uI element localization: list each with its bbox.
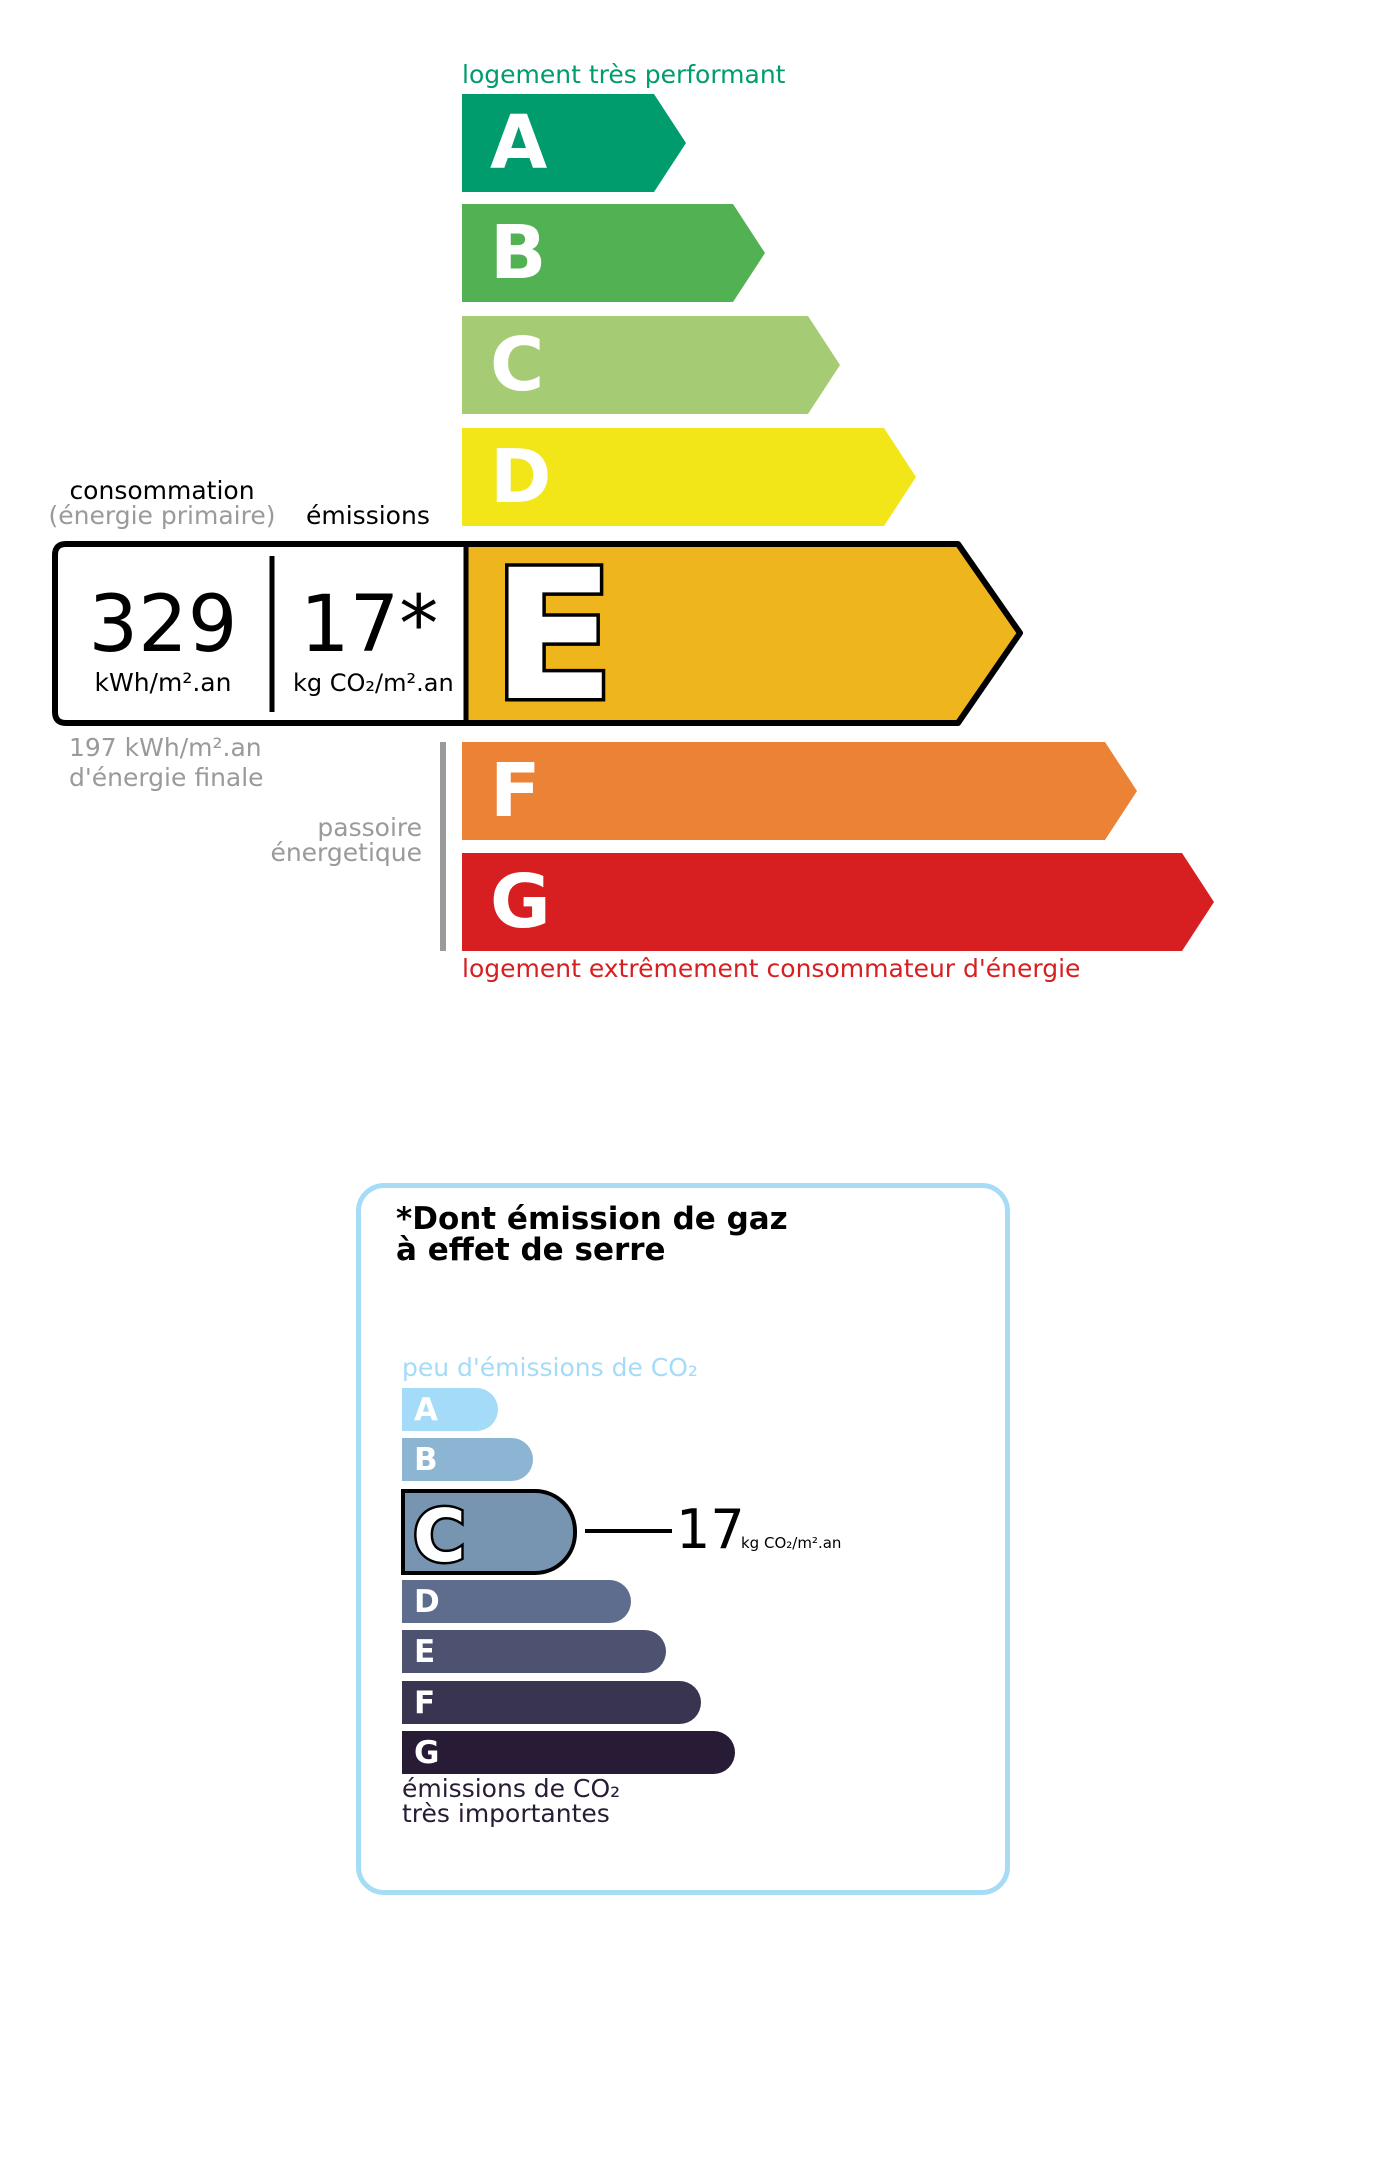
consumption-sublabel: (énergie primaire) (48, 501, 276, 530)
emissions-unit: kg CO₂/m².an (293, 669, 454, 697)
consumption-label: consommation (69, 476, 255, 505)
ges-title-line-1: *Dont émission de gaz (396, 1201, 788, 1237)
ges-low-label: peu d'émissions de CO₂ (402, 1353, 698, 1382)
ges-title-line-2: à effet de serre (396, 1232, 666, 1268)
final-energy-value: 197 kWh/m².an (69, 733, 262, 762)
final-energy-label: d'énergie finale (69, 763, 264, 792)
ges-class-d-bar: D (402, 1580, 631, 1623)
ges-class-letter: E (414, 1634, 436, 1670)
ges-class-letter: F (414, 1685, 436, 1721)
dpe-class-d-bar: D (462, 428, 916, 526)
consumption-unit: kWh/m².an (94, 668, 232, 697)
consumption-value: 329 (88, 580, 238, 670)
dpe-class-g-bar: G (462, 853, 1214, 951)
ges-class-letter: A (414, 1392, 438, 1428)
dpe-class-f-bar: F (462, 742, 1137, 840)
passoire-label-1: passoire (317, 813, 422, 842)
dpe-class-letter: D (490, 434, 552, 520)
ges-panel (356, 1183, 1010, 1895)
dpe-class-b-bar: B (462, 204, 765, 302)
emissions-label: émissions (306, 501, 430, 530)
ges-class-letter: D (414, 1584, 440, 1620)
ges-high-label-1: émissions de CO₂ (402, 1774, 621, 1803)
dpe-class-letter: G (490, 859, 551, 945)
dpe-current-letter: E (492, 532, 615, 741)
ges-current-letter: C (413, 1494, 466, 1573)
ges-high-label-2: très importantes (402, 1799, 610, 1828)
ges-class-c-bar-current: C (401, 1489, 577, 1575)
label-very-efficient: logement très performant (462, 60, 786, 89)
ges-current-letter-svg: C (411, 1493, 468, 1573)
dpe-class-letter: A (490, 100, 548, 186)
ges-class-e-bar: E (402, 1630, 666, 1673)
passoire-label-2: énergetique (270, 838, 422, 867)
dpe-class-letter: F (490, 748, 541, 834)
label-very-consuming: logement extrêmement consommateur d'éner… (462, 954, 1081, 983)
ges-class-letter: G (414, 1735, 440, 1771)
emissions-value: 17* (300, 580, 439, 670)
dpe-current-class-row: E (52, 529, 1023, 745)
dpe-current-outline (52, 541, 1023, 726)
ges-class-g-bar: G (402, 1731, 735, 1774)
ges-pointer-line (585, 1529, 672, 1533)
ges-class-a-bar: A (402, 1388, 498, 1431)
ges-class-f-bar: F (402, 1681, 701, 1724)
ges-class-letter: B (414, 1442, 438, 1478)
ges-class-b-bar: B (402, 1438, 533, 1481)
dpe-class-a-bar: A (462, 94, 686, 192)
dpe-class-c-bar: C (462, 316, 840, 414)
ges-unit: kg CO₂/m².an (741, 1534, 842, 1552)
passoire-marker-line (440, 742, 446, 951)
dpe-class-e-bar (466, 544, 1020, 723)
dpe-class-letter: B (490, 210, 547, 296)
ges-value: 17 (676, 1498, 745, 1561)
dpe-class-letter: C (490, 322, 545, 408)
